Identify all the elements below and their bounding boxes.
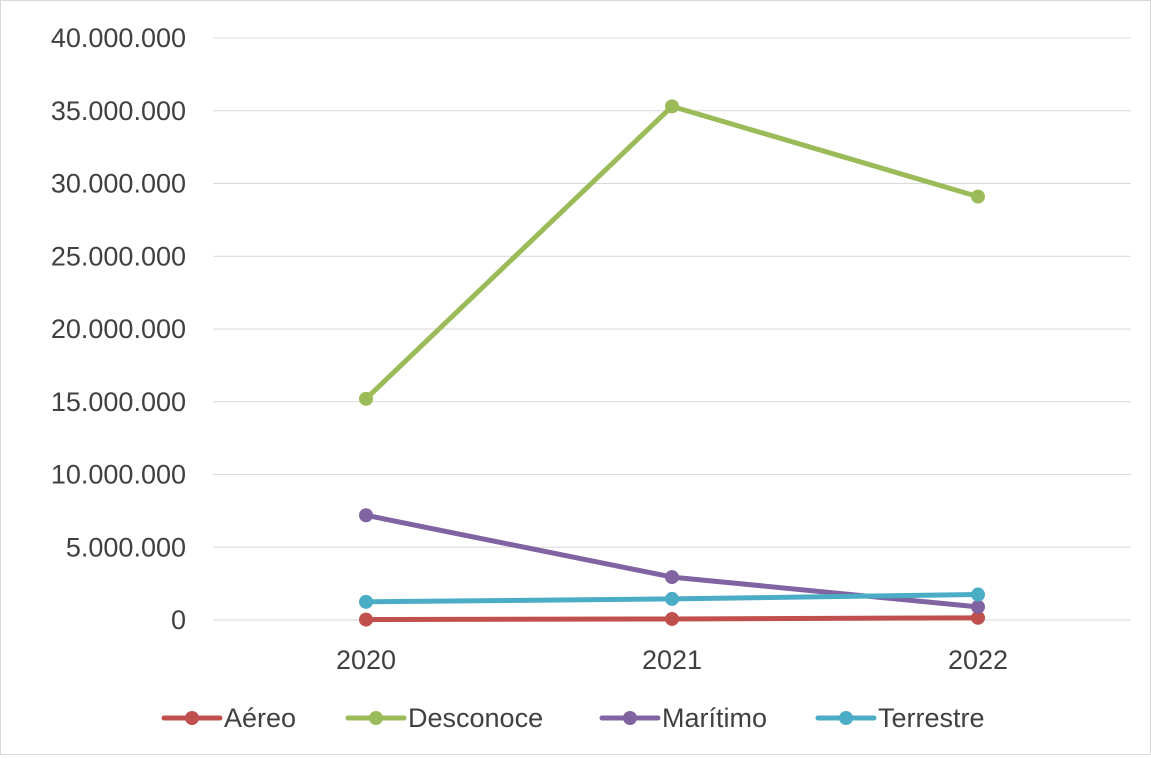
y-tick-label: 40.000.000	[51, 23, 186, 53]
y-tick-label: 35.000.000	[51, 96, 186, 126]
legend-label: Aéreo	[224, 703, 296, 733]
legend-label: Desconoce	[408, 703, 543, 733]
y-tick-label: 15.000.000	[51, 387, 186, 417]
data-point	[359, 594, 373, 609]
series-line	[363, 103, 981, 402]
legend-item: Desconoce	[345, 703, 543, 733]
data-point	[665, 570, 679, 585]
x-tick-label: 2020	[336, 645, 396, 675]
y-tick-label: 25.000.000	[51, 241, 186, 271]
legend-item: Marítimo	[599, 703, 767, 733]
y-tick-label: 0	[171, 605, 186, 635]
x-tick-label: 2022	[948, 645, 1008, 675]
y-tick-label: 10.000.000	[51, 460, 186, 490]
series-aéreo	[359, 610, 985, 627]
data-point	[359, 391, 373, 406]
legend: Aéreo Desconoce Marítimo Terrestre	[161, 703, 985, 733]
legend-swatch-marker	[369, 711, 383, 725]
data-point	[665, 99, 679, 114]
y-tick-label: 20.000.000	[51, 314, 186, 344]
series-terrestre	[359, 587, 985, 609]
data-point	[665, 591, 679, 606]
y-tick-label: 30.000.000	[51, 169, 186, 199]
data-point	[971, 189, 985, 204]
legend-label: Marítimo	[662, 703, 767, 733]
legend-item: Aéreo	[161, 703, 296, 733]
x-axis-tick-labels: 2020 2021 2022	[336, 645, 1008, 675]
y-tick-label: 5.000.000	[66, 532, 186, 562]
y-axis-tick-labels: 0 5.000.000 10.000.000 15.000.000 20.000.000…	[51, 23, 186, 635]
data-point	[971, 610, 985, 625]
legend-item: Terrestre	[815, 703, 985, 733]
data-point	[359, 508, 373, 523]
series-group	[359, 99, 985, 627]
data-point	[971, 599, 985, 614]
legend-swatch-marker	[185, 711, 199, 725]
legend-swatch-marker	[623, 711, 637, 725]
legend-swatch-marker	[839, 711, 853, 725]
legend-label: Terrestre	[878, 703, 985, 733]
gridlines	[213, 37, 1131, 621]
data-point	[665, 611, 679, 626]
data-point	[359, 612, 373, 627]
x-tick-label: 2021	[642, 645, 702, 675]
series-desconoce	[359, 99, 985, 406]
data-point	[971, 587, 985, 602]
